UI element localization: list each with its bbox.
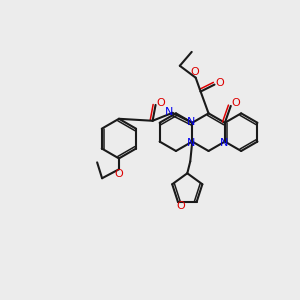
- Text: N: N: [187, 117, 195, 127]
- Text: O: O: [177, 201, 185, 211]
- Text: O: O: [156, 98, 165, 108]
- Text: O: O: [215, 78, 224, 88]
- Text: O: O: [231, 98, 240, 108]
- Text: N: N: [165, 107, 174, 117]
- Text: O: O: [190, 67, 199, 77]
- Text: N: N: [187, 138, 195, 148]
- Text: N: N: [220, 138, 228, 148]
- Text: O: O: [115, 169, 123, 179]
